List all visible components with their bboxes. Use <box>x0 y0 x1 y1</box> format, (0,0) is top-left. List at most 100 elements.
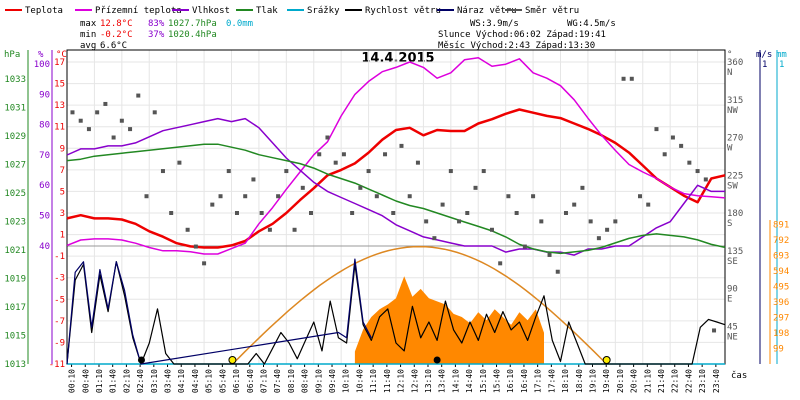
tick-label-direction: 315 <box>727 96 743 106</box>
tick-label-rain: 1 <box>779 60 784 70</box>
tick-label-direction-compass: W <box>727 144 733 154</box>
series-line-2 <box>66 117 725 256</box>
tick-label-humidity: 60 <box>39 181 50 191</box>
tick-label-pressure: 1031 <box>4 104 26 114</box>
wind-direction-point <box>555 269 560 274</box>
tick-label-x: 10:40 <box>355 369 364 393</box>
stat-avg-label: avg <box>80 41 96 51</box>
wind-direction-point <box>547 252 552 257</box>
wind-direction-point <box>629 76 634 81</box>
wind-direction-point <box>638 194 643 199</box>
legend-label-srazky: Srážky <box>307 6 340 16</box>
tick-label-x: 09:40 <box>328 369 337 393</box>
wind-direction-point <box>703 177 708 182</box>
tick-label-temperature: -3 <box>54 274 65 284</box>
tick-label-x: 05:40 <box>218 369 227 393</box>
tick-label-direction-compass: SE <box>727 257 738 267</box>
axis-title-humidity: % <box>38 50 44 60</box>
tick-label-x: 13:10 <box>424 369 433 393</box>
wind-direction-point <box>333 160 338 165</box>
stat-mesic: Měsíc Východ:2:43 Západ:13:30 <box>438 41 595 51</box>
tick-label-x: 17:40 <box>547 369 556 393</box>
wind-direction-point <box>407 194 412 199</box>
wind-direction-point <box>465 211 470 215</box>
tick-label-solar: 396 <box>773 298 789 308</box>
moonrise-marker <box>137 356 145 364</box>
tick-label-temperature: 11 <box>54 123 65 133</box>
wind-direction-point <box>234 211 239 215</box>
tick-label-x: 08:10 <box>287 369 296 393</box>
series-line-1 <box>66 56 726 255</box>
tick-label-direction: 45 <box>727 322 738 332</box>
wind-direction-point <box>292 227 297 232</box>
tick-label-x: 19:10 <box>588 369 597 393</box>
legend-label-vlhkost: Vlhkost <box>192 6 230 16</box>
tick-label-pressure: 1021 <box>4 246 26 256</box>
stat-avg-temp: 6.6°C <box>100 41 127 51</box>
axis-title-pressure: hPa <box>4 50 20 60</box>
tick-label-temperature: 13 <box>54 101 65 111</box>
wind-direction-point <box>383 152 388 157</box>
wind-direction-point <box>498 261 503 266</box>
tick-label-x: 19:40 <box>602 369 611 393</box>
wind-direction-point <box>613 219 618 224</box>
tick-label-solar: 693 <box>773 252 789 262</box>
stat-max-label: max <box>80 19 97 29</box>
tick-label-x: 03:10 <box>150 369 159 393</box>
tick-label-temperature: 7 <box>60 166 65 176</box>
legend-label-smer: Směr větru <box>525 6 579 16</box>
tick-label-temperature: 9 <box>60 144 65 154</box>
legend-label-tlak: Tlak <box>256 6 278 16</box>
solar-area <box>354 276 544 364</box>
stat-wg: WG:4.5m/s <box>567 19 616 29</box>
tick-label-humidity: 100 <box>34 60 50 70</box>
tick-label-temperature: 3 <box>60 209 65 219</box>
tick-label-x: 21:10 <box>643 369 652 393</box>
tick-label-x: 20:40 <box>630 369 639 393</box>
wind-direction-point <box>580 185 585 190</box>
wind-direction-point <box>70 110 75 115</box>
tick-label-x: 15:40 <box>493 369 502 393</box>
tick-label-x: 18:40 <box>575 369 584 393</box>
wind-direction-point <box>374 194 379 199</box>
tick-label-pressure: 1029 <box>4 132 26 142</box>
wind-direction-point <box>300 185 305 190</box>
tick-label-x: 07:10 <box>259 369 268 393</box>
wind-direction-point <box>325 135 330 140</box>
wind-direction-point <box>531 194 536 199</box>
stat-max-hum: 83% <box>148 19 165 29</box>
wind-direction-point <box>679 143 684 148</box>
tick-label-solar: 99 <box>773 345 784 355</box>
legend-label-rychlost: Rychlost větru <box>365 6 441 16</box>
sunrise-marker <box>228 356 237 364</box>
tick-label-x: 09:10 <box>314 369 323 393</box>
wind-direction-point <box>489 227 494 232</box>
stat-max-press: 1027.7hPa <box>168 19 217 29</box>
stat-max-rain: 0.0mm <box>226 19 253 29</box>
wind-direction-point <box>267 227 272 232</box>
wind-direction-point <box>243 194 248 199</box>
wind-direction-point <box>605 227 610 232</box>
tick-label-pressure: 1015 <box>4 332 26 342</box>
wind-direction-point <box>514 211 519 215</box>
tick-label-pressure: 1013 <box>4 360 26 370</box>
wind-direction-point <box>350 211 355 215</box>
tick-label-x: 15:10 <box>479 369 488 393</box>
tick-label-pressure: 1023 <box>4 218 26 228</box>
wind-direction-point <box>276 194 281 199</box>
wind-direction-point <box>218 194 223 199</box>
tick-label-humidity: 80 <box>39 121 50 131</box>
tick-label-x: 03:40 <box>164 369 173 393</box>
tick-label-solar: 594 <box>773 267 789 277</box>
tick-label-x: 02:10 <box>122 369 131 393</box>
tick-label-direction-compass: E <box>727 295 732 305</box>
stat-max-temp: 12.8°C <box>100 19 133 29</box>
tick-label-direction: 360 <box>727 58 743 68</box>
tick-label-temperature: 17 <box>54 58 65 68</box>
sun-curve <box>231 245 608 365</box>
wind-direction-point <box>284 169 289 174</box>
tick-label-x: 18:10 <box>561 369 570 393</box>
wind-direction-point <box>259 211 264 215</box>
stat-min-label: min <box>80 30 96 40</box>
tick-label-solar: 792 <box>773 236 789 246</box>
